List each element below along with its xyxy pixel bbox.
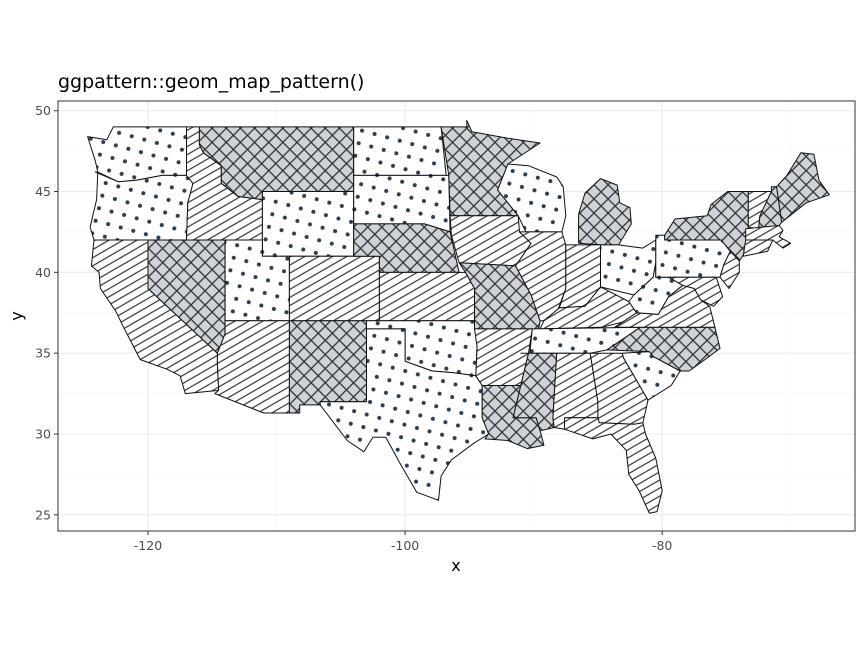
state-new-mexico: [288, 320, 367, 414]
panel-border: [57, 100, 856, 532]
state-wyoming: [261, 191, 355, 257]
y-tick-label: 40: [35, 265, 51, 280]
chart-title: ggpattern::geom_map_pattern(): [58, 71, 364, 93]
y-axis-label: y: [7, 311, 26, 320]
state-florida: [564, 417, 663, 514]
x-tick-label: -100: [391, 538, 419, 553]
state-connecticut: [742, 239, 774, 257]
state-michigan: [578, 178, 632, 246]
state-maryland: [668, 276, 724, 307]
state-kansas: [378, 271, 475, 322]
state-washington: [87, 126, 187, 183]
y-tick-label: 45: [35, 184, 51, 199]
state-colorado: [288, 255, 380, 322]
y-axis: 25 30 35 40 45 50: [35, 103, 58, 522]
y-tick-label: 25: [35, 507, 51, 522]
state-regions: [87, 119, 830, 514]
state-iowa: [449, 215, 532, 267]
state-pennsylvania: [655, 234, 731, 278]
y-tick-label: 50: [35, 103, 51, 118]
state-oregon: [89, 171, 194, 241]
y-tick-label: 35: [35, 346, 51, 361]
state-new-jersey: [719, 250, 740, 289]
state-north-dakota: [353, 126, 447, 176]
state-illinois: [515, 231, 567, 322]
x-tick-label: -80: [652, 538, 672, 553]
state-arizona: [214, 320, 290, 414]
state-texas: [319, 328, 490, 501]
x-axis-label: x: [451, 556, 460, 575]
x-tick-label: -120: [134, 538, 162, 553]
state-kentucky: [539, 286, 641, 330]
x-axis: -120 -100 -80: [134, 531, 672, 553]
y-tick-label: 30: [35, 427, 51, 442]
state-maine: [776, 152, 830, 223]
